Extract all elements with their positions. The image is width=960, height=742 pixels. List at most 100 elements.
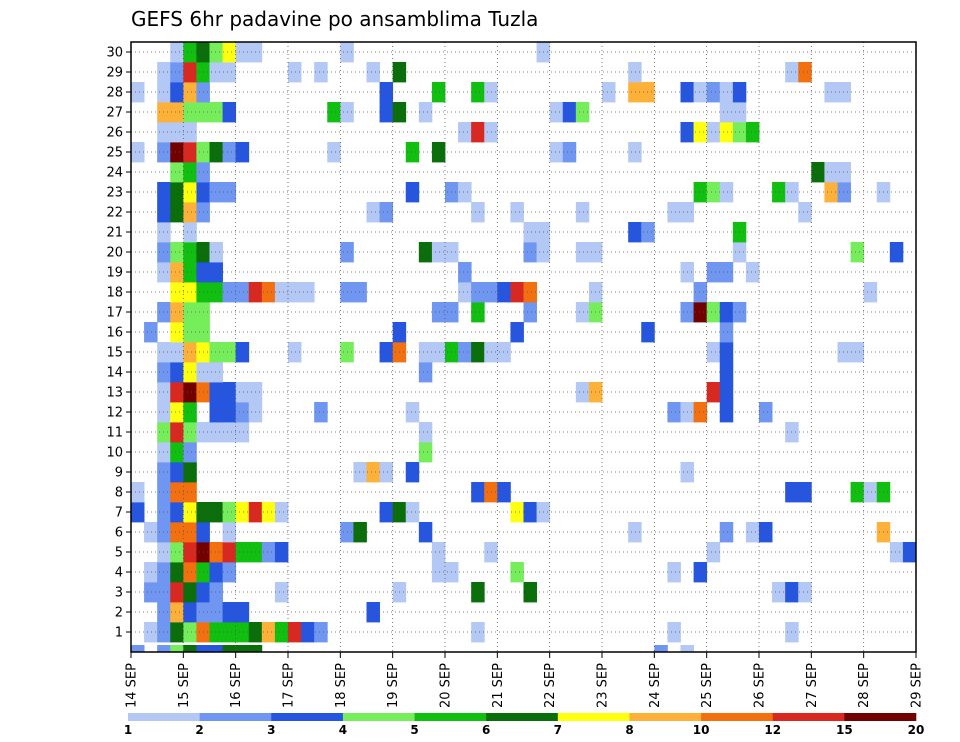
precip-cell xyxy=(131,82,145,103)
precip-cell xyxy=(458,262,472,283)
precip-cell xyxy=(222,62,237,83)
colorbar-label: 20 xyxy=(908,723,925,737)
precip-cell xyxy=(523,242,537,263)
precip-cell xyxy=(798,482,812,503)
colorbar-label: 10 xyxy=(693,723,710,737)
precip-cell xyxy=(484,482,498,503)
precip-cell xyxy=(798,202,812,223)
precip-cell xyxy=(170,82,184,103)
precip-cell xyxy=(209,502,223,523)
precip-cell xyxy=(471,342,485,363)
colorbar-segment xyxy=(414,713,487,721)
precip-cell xyxy=(183,242,197,263)
precip-cell xyxy=(170,362,184,383)
precip-cell xyxy=(183,482,197,503)
precip-cell xyxy=(144,582,158,603)
precip-cell xyxy=(222,142,237,163)
precip-cell xyxy=(235,645,250,652)
colorbar-segment xyxy=(772,713,845,721)
precip-cell xyxy=(222,42,237,63)
precip-cell xyxy=(157,645,171,652)
x-tick-label: 24 SEP xyxy=(648,663,663,708)
precip-cell xyxy=(693,282,708,303)
precip-cell xyxy=(183,382,197,403)
x-tick-label: 14 SEP xyxy=(125,663,140,708)
precip-cell xyxy=(706,542,721,563)
precip-cell xyxy=(183,522,197,543)
precip-cell xyxy=(850,342,865,363)
precip-cell xyxy=(379,202,394,223)
precip-cell xyxy=(327,102,341,123)
precip-cell xyxy=(274,282,289,303)
precip-cell xyxy=(170,282,184,303)
precip-cell xyxy=(170,182,184,203)
precip-cell xyxy=(458,342,472,363)
precip-cell xyxy=(706,82,721,103)
y-tick-label: 27 xyxy=(106,106,123,121)
precip-cell xyxy=(458,282,472,303)
precip-cell xyxy=(379,462,394,483)
precip-cell xyxy=(209,42,223,63)
y-tick-label: 2 xyxy=(115,606,123,621)
precip-cell xyxy=(667,202,681,223)
precip-cell xyxy=(510,502,524,523)
precip-cell xyxy=(366,202,380,223)
precip-cell xyxy=(628,62,642,83)
precip-cell xyxy=(261,282,276,303)
precip-cell xyxy=(170,302,184,323)
precip-cell xyxy=(183,122,197,143)
precip-cell xyxy=(719,302,734,323)
precip-cell xyxy=(484,282,498,303)
precip-cell xyxy=(510,282,524,303)
x-tick-label: 15 SEP xyxy=(177,663,192,708)
precip-cell xyxy=(209,645,223,652)
precip-cell xyxy=(719,402,734,423)
precip-cell xyxy=(222,562,237,583)
precip-cell xyxy=(418,422,433,443)
colorbar-label: 8 xyxy=(625,723,633,737)
precip-cell xyxy=(405,402,420,423)
colorbar-segment xyxy=(128,713,200,721)
precip-cell xyxy=(170,162,184,183)
precip-cell xyxy=(458,122,472,143)
precip-cell xyxy=(837,162,851,183)
precip-cell xyxy=(484,542,498,563)
precip-cell xyxy=(510,202,524,223)
precip-cell xyxy=(759,402,773,423)
precip-cell xyxy=(170,262,184,283)
precip-cell xyxy=(235,282,250,303)
precip-cell xyxy=(667,402,681,423)
precip-cell xyxy=(235,382,250,403)
precip-cell xyxy=(484,342,498,363)
precip-cell xyxy=(523,282,537,303)
precip-cell xyxy=(680,645,694,652)
precip-cell xyxy=(170,645,184,652)
colorbar-segment xyxy=(629,713,702,721)
precip-cell xyxy=(706,342,721,363)
precip-cell xyxy=(902,542,917,563)
x-tick-label: 28 SEP xyxy=(857,663,872,708)
precip-cell xyxy=(510,322,524,343)
precip-cell xyxy=(131,482,145,503)
precip-cell xyxy=(183,102,197,123)
x-tick-label: 27 SEP xyxy=(805,663,820,708)
y-tick-label: 6 xyxy=(115,526,123,541)
y-tick-label: 4 xyxy=(115,566,123,581)
precip-cell xyxy=(667,562,681,583)
precip-cell xyxy=(183,262,197,283)
precip-cell xyxy=(183,502,197,523)
precip-cell xyxy=(131,502,145,523)
precip-cell xyxy=(222,622,237,643)
precip-cell xyxy=(209,102,223,123)
precip-cell xyxy=(196,645,210,652)
precip-cell xyxy=(274,582,289,603)
precip-cell xyxy=(549,102,564,123)
precip-cell xyxy=(183,222,197,243)
precip-cell xyxy=(170,342,184,363)
colorbar-label: 7 xyxy=(554,723,562,737)
precip-cell xyxy=(497,282,511,303)
precip-cell xyxy=(889,542,904,563)
precip-cell xyxy=(144,322,158,343)
precip-cell xyxy=(170,382,184,403)
precip-cell xyxy=(183,162,197,183)
